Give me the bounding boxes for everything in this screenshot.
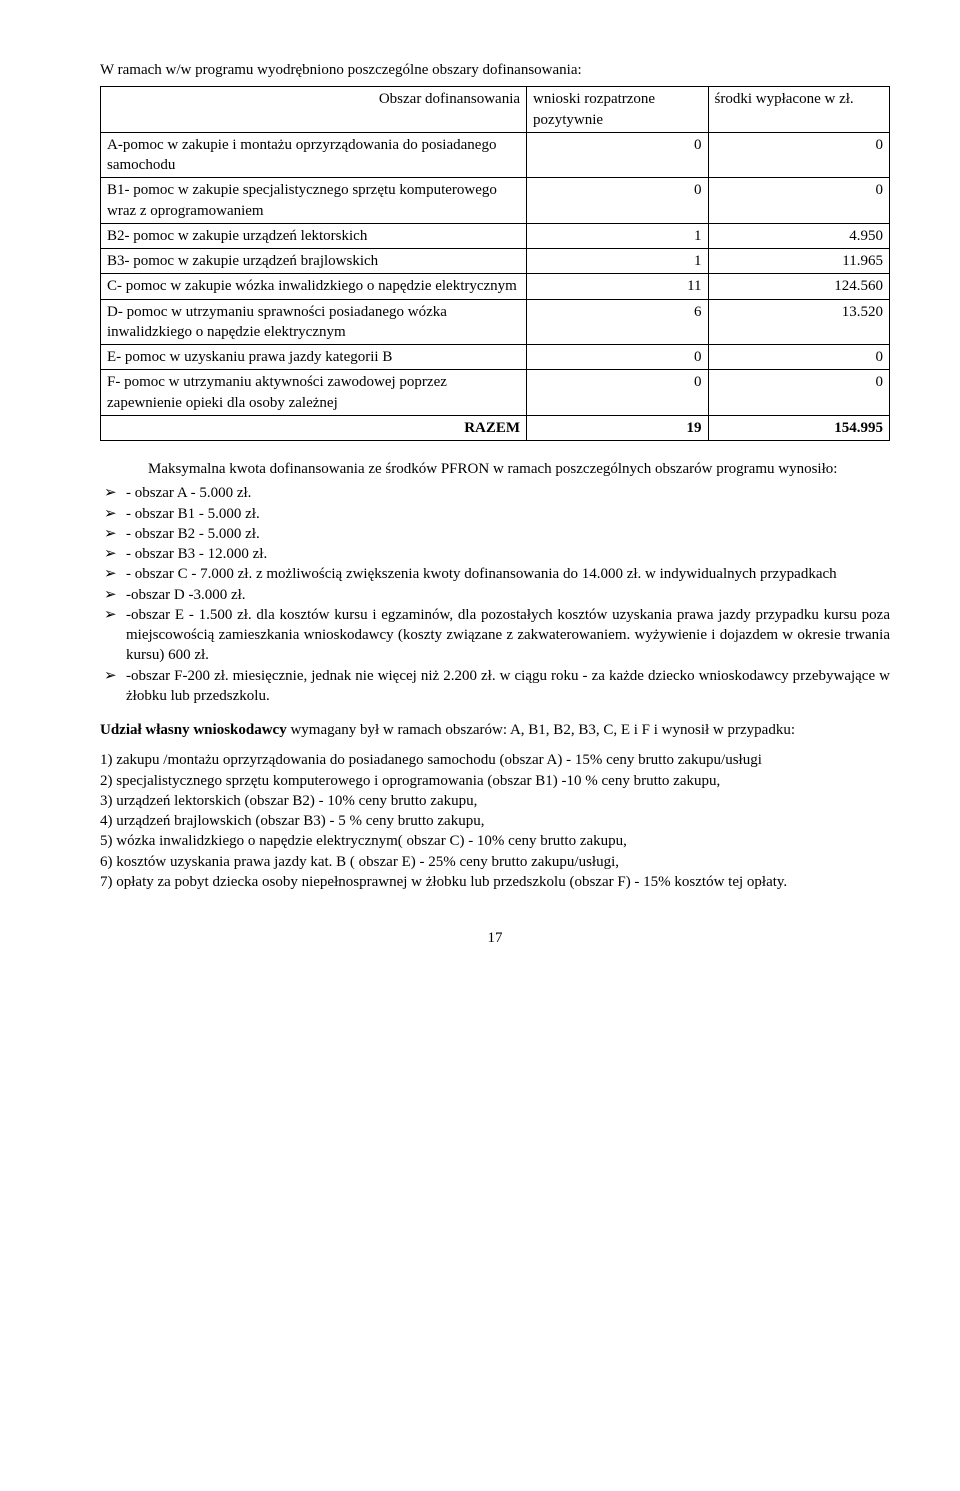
own-share-rest: wymagany był w ramach obszarów: A, B1, B…: [290, 722, 795, 738]
row-desc: F- pomoc w utrzymaniu aktywności zawodow…: [101, 370, 527, 416]
total-label: RAZEM: [101, 415, 527, 440]
list-item: - obszar A - 5.000 zł.: [100, 483, 890, 503]
area-bullet-list: - obszar A - 5.000 zł. - obszar B1 - 5.0…: [100, 483, 890, 706]
table-row: B3- pomoc w zakupie urządzeń brajlowskic…: [101, 249, 890, 274]
list-item: 5) wózka inwalidzkiego o napędzie elektr…: [100, 831, 890, 851]
table-row: D- pomoc w utrzymaniu sprawności posiada…: [101, 299, 890, 345]
page-number: 17: [100, 928, 890, 948]
list-item: - obszar B2 - 5.000 zł.: [100, 524, 890, 544]
intro-text: W ramach w/w programu wyodrębniono poszc…: [100, 60, 890, 80]
table-header-funds: środki wypłacone w zł.: [708, 87, 889, 133]
list-item: - obszar B3 - 12.000 zł.: [100, 544, 890, 564]
list-item: 7) opłaty za pobyt dziecka osoby niepełn…: [100, 872, 890, 892]
table-row: C- pomoc w zakupie wózka inwalidzkiego o…: [101, 274, 890, 299]
row-val2: 0: [708, 178, 889, 224]
list-item: 3) urządzeń lektorskich (obszar B2) - 10…: [100, 791, 890, 811]
list-item: 4) urządzeń brajlowskich (obszar B3) - 5…: [100, 811, 890, 831]
row-val2: 0: [708, 370, 889, 416]
row-desc: C- pomoc w zakupie wózka inwalidzkiego o…: [101, 274, 527, 299]
row-val1: 6: [527, 299, 708, 345]
table-total-row: RAZEM 19 154.995: [101, 415, 890, 440]
list-item: - obszar B1 - 5.000 zł.: [100, 504, 890, 524]
row-val2: 4.950: [708, 223, 889, 248]
row-val1: 0: [527, 370, 708, 416]
funding-table: Obszar dofinansowania wnioski rozpatrzon…: [100, 86, 890, 441]
row-desc: D- pomoc w utrzymaniu sprawności posiada…: [101, 299, 527, 345]
list-item: -obszar D -3.000 zł.: [100, 585, 890, 605]
list-item: 2) specjalistycznego sprzętu komputerowe…: [100, 771, 890, 791]
row-desc: A-pomoc w zakupie i montażu oprzyrządowa…: [101, 132, 527, 178]
row-desc: B3- pomoc w zakupie urządzeń brajlowskic…: [101, 249, 527, 274]
own-share-paragraph: Udział własny wnioskodawcy wymagany był …: [100, 720, 890, 740]
row-val2: 11.965: [708, 249, 889, 274]
list-item: - obszar C - 7.000 zł. z możliwością zwi…: [100, 564, 890, 584]
max-amount-intro: Maksymalna kwota dofinansowania ze środk…: [100, 459, 890, 479]
row-val2: 0: [708, 345, 889, 370]
list-item: -obszar F-200 zł. miesięcznie, jednak ni…: [100, 666, 890, 707]
table-row: E- pomoc w uzyskaniu prawa jazdy kategor…: [101, 345, 890, 370]
row-val2: 13.520: [708, 299, 889, 345]
list-item: 6) kosztów uzyskania prawa jazdy kat. B …: [100, 852, 890, 872]
row-desc: B2- pomoc w zakupie urządzeń lektorskich: [101, 223, 527, 248]
table-header-area: Obszar dofinansowania: [101, 87, 527, 133]
total-val2: 154.995: [708, 415, 889, 440]
own-share-lead: Udział własny wnioskodawcy: [100, 722, 290, 738]
row-val2: 124.560: [708, 274, 889, 299]
row-val1: 0: [527, 132, 708, 178]
table-row: B2- pomoc w zakupie urządzeń lektorskich…: [101, 223, 890, 248]
table-row: A-pomoc w zakupie i montażu oprzyrządowa…: [101, 132, 890, 178]
table-row: B1- pomoc w zakupie specjalistycznego sp…: [101, 178, 890, 224]
list-item: -obszar E - 1.500 zł. dla kosztów kursu …: [100, 605, 890, 666]
row-desc: B1- pomoc w zakupie specjalistycznego sp…: [101, 178, 527, 224]
row-val1: 0: [527, 345, 708, 370]
row-val1: 1: [527, 249, 708, 274]
table-header-applications: wnioski rozpatrzone pozytywnie: [527, 87, 708, 133]
list-item: 1) zakupu /montażu oprzyrządowania do po…: [100, 750, 890, 770]
row-val1: 0: [527, 178, 708, 224]
row-desc: E- pomoc w uzyskaniu prawa jazdy kategor…: [101, 345, 527, 370]
row-val2: 0: [708, 132, 889, 178]
table-row: F- pomoc w utrzymaniu aktywności zawodow…: [101, 370, 890, 416]
total-val1: 19: [527, 415, 708, 440]
own-share-list: 1) zakupu /montażu oprzyrządowania do po…: [100, 750, 890, 892]
row-val1: 1: [527, 223, 708, 248]
row-val1: 11: [527, 274, 708, 299]
